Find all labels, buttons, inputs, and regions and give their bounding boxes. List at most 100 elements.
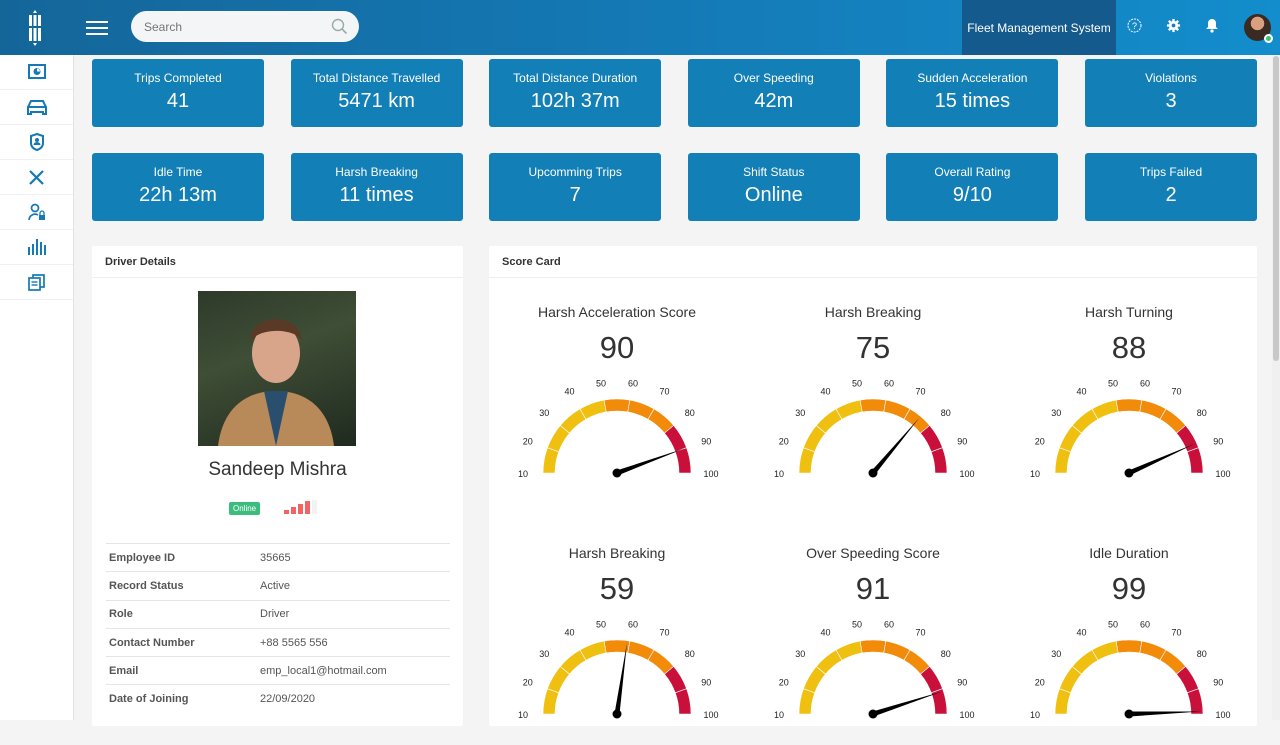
gauge-tick-label: 50: [1108, 619, 1118, 629]
gauge-tick-label: 90: [701, 678, 711, 688]
gauge-needle-hub: [612, 468, 622, 478]
gauge-needle: [1128, 711, 1201, 717]
gauge-tick-label: 100: [959, 710, 974, 720]
stat-card[interactable]: Overall Rating 9/10: [886, 153, 1059, 221]
gauge-tick-label: 10: [774, 710, 784, 720]
gauge-tick-label: 90: [957, 678, 967, 688]
search-input[interactable]: [131, 11, 359, 42]
app-logo-icon[interactable]: [0, 0, 70, 55]
settings-gear-icon[interactable]: [1166, 18, 1181, 33]
gauge-tick-label: 80: [1197, 649, 1207, 659]
driver-info-row: Role Driver: [106, 599, 450, 628]
search-icon[interactable]: [331, 18, 348, 35]
stat-card[interactable]: Trips Completed 41: [92, 59, 264, 127]
stat-label: Shift Status: [743, 165, 805, 179]
gauge-tick-label: 60: [1140, 378, 1150, 388]
score-gauge: Harsh Breaking 75 10 20 30 40 50 60 70 80 90 100: [745, 304, 1001, 504]
stat-card[interactable]: Idle Time 22h 13m: [92, 153, 264, 221]
sidebar-item-vehicles[interactable]: [0, 90, 73, 125]
sidebar-item-reports[interactable]: [0, 230, 73, 265]
score-card: Score Card Harsh Acceleration Score 90 10 2…: [489, 246, 1257, 726]
field-label: Email: [109, 664, 139, 677]
field-value: 35665: [260, 551, 291, 564]
field-value: +88 5565 556: [260, 636, 328, 649]
driver-info-row: Record Status Active: [106, 571, 450, 599]
stat-card[interactable]: Upcomming Trips 7: [489, 153, 662, 221]
stat-label: Total Distance Duration: [513, 71, 638, 85]
stat-label: Idle Time: [153, 165, 203, 179]
gauge-tick-label: 10: [518, 710, 528, 720]
gauge-tick-label: 70: [915, 628, 925, 638]
notification-bell-icon[interactable]: [1205, 18, 1219, 33]
gauge-dial: 10 20 30 40 50 60 70 80 90 100: [518, 378, 719, 479]
gauge-tick-label: 40: [564, 628, 574, 638]
online-status-dot: [1264, 34, 1273, 43]
gauge-tick-label: 70: [915, 387, 925, 397]
gauge-tick-label: 30: [1051, 408, 1061, 418]
gauge-tick-label: 30: [1051, 649, 1061, 659]
stat-value: Online: [744, 184, 803, 206]
sidebar-item-user-access[interactable]: [0, 195, 73, 230]
help-icon[interactable]: ?: [1127, 18, 1142, 33]
sidebar-item-documents[interactable]: [0, 265, 73, 300]
gauge-tick-label: 30: [539, 408, 549, 418]
field-label: Role: [109, 608, 133, 621]
gauge-tick-label: 100: [959, 469, 974, 479]
gauge-title: Over Speeding Score: [806, 545, 940, 561]
gauge-dial: 10 20 30 40 50 60 70 80 90 100: [518, 619, 719, 720]
stat-label: Trips Failed: [1139, 165, 1203, 179]
page-scrollbar[interactable]: [1272, 55, 1280, 720]
gauge-tick-label: 50: [596, 619, 606, 629]
stat-card[interactable]: Over Speeding 42m: [687, 59, 860, 127]
gauge-tick-label: 60: [884, 378, 894, 388]
gauge-tick-label: 80: [941, 649, 951, 659]
gauge-tick-label: 50: [596, 378, 606, 388]
gauge-tick-label: 70: [659, 628, 669, 638]
gauge-tick-label: 10: [518, 469, 528, 479]
gauge-value: 59: [599, 571, 635, 606]
gauge-tick-label: 20: [523, 437, 533, 447]
stat-label: Overall Rating: [934, 165, 1011, 179]
stat-card[interactable]: Total Distance Travelled 5471 km: [290, 59, 463, 127]
gauge-tick-label: 20: [1035, 437, 1045, 447]
driver-info-row: Date of Joining 22/09/2020: [106, 684, 450, 712]
score-gauge: Harsh Turning 88 10 20 30 40 50 60 70 80 90 100: [1001, 304, 1257, 504]
sidebar-item-maintenance[interactable]: [0, 160, 73, 195]
gauge-tick-label: 40: [564, 387, 574, 397]
stat-card[interactable]: Sudden Acceleration 15 times: [886, 59, 1059, 127]
driver-info-row: Employee ID 35665: [106, 543, 450, 571]
user-avatar[interactable]: [1244, 14, 1273, 43]
stat-label: Total Distance Travelled: [312, 71, 441, 85]
stat-card[interactable]: Total Distance Duration 102h 37m: [489, 59, 662, 127]
signal-strength-icon: [284, 500, 317, 514]
driver-status-badge: Online: [229, 502, 261, 515]
driver-info-table: Employee ID 35665 Record Status Active Role D…: [106, 543, 450, 713]
gauge-band-segment: [859, 398, 887, 413]
dashboard-icon: [27, 64, 46, 79]
gauge-tick-label: 40: [1076, 387, 1086, 397]
gauge-tick-label: 90: [701, 437, 711, 447]
score-gauge: Harsh Breaking 59 10 20 30 40 50 60 70 80 90 100: [489, 545, 745, 745]
gauge-dial: 10 20 30 40 50 60 70 80 90 100: [774, 378, 975, 479]
stat-value: 102h 37m: [530, 90, 620, 112]
gauge-needle: [872, 691, 942, 717]
driver-info-row: Email emp_local1@hotmail.com: [106, 656, 450, 684]
gauge-value: 91: [855, 571, 891, 606]
stat-card[interactable]: Shift Status Online: [687, 153, 860, 221]
driver-photo: [198, 291, 356, 446]
gauge-band-segment: [798, 447, 816, 474]
shield-user-icon: [29, 133, 44, 151]
gauge-tick-label: 60: [884, 619, 894, 629]
stat-card[interactable]: Trips Failed 2: [1085, 153, 1257, 221]
sidebar-item-drivers[interactable]: [0, 125, 73, 160]
gauge-band-segment: [1186, 688, 1204, 715]
gauge-value: 88: [1111, 330, 1147, 365]
sidebar-item-dashboard[interactable]: [0, 55, 73, 90]
stat-label: Upcomming Trips: [528, 165, 622, 179]
hamburger-menu-icon[interactable]: [86, 17, 108, 37]
driver-details-title: Driver Details: [92, 246, 463, 278]
stat-card[interactable]: Harsh Breaking 11 times: [290, 153, 463, 221]
stat-card[interactable]: Violations 3: [1085, 59, 1257, 127]
gauge-needle-hub: [1124, 468, 1134, 478]
gauge-tick-label: 10: [1030, 710, 1040, 720]
